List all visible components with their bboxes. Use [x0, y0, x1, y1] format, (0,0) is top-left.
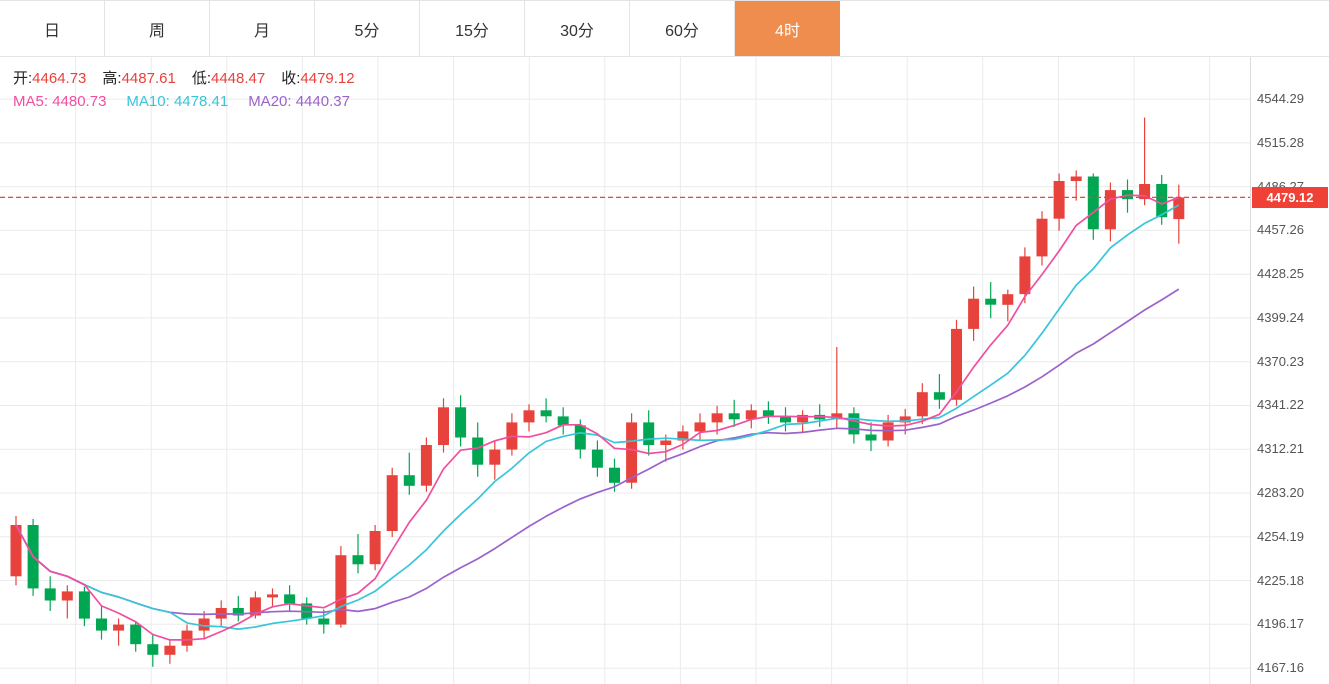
high-label: 高:	[102, 70, 122, 87]
tab-day[interactable]: 日	[0, 1, 105, 56]
high-value: 4487.61	[121, 70, 176, 87]
y-axis-label: 4428.25	[1257, 266, 1304, 282]
y-axis-label: 4515.28	[1257, 134, 1304, 150]
y-axis: 4479.12 4544.294515.284486.274457.264428…	[1250, 57, 1328, 684]
y-axis-label: 4457.26	[1257, 222, 1304, 238]
y-axis-label: 4370.23	[1257, 353, 1304, 369]
y-axis-label: 4341.22	[1257, 397, 1304, 413]
close-value: 4479.12	[300, 70, 355, 87]
open-value: 4464.73	[32, 70, 87, 87]
y-axis-label: 4312.21	[1257, 441, 1304, 457]
ma20-legend: MA20: 4440.37	[248, 93, 350, 110]
tab-30min[interactable]: 30分	[525, 1, 630, 56]
tab-60min[interactable]: 60分	[630, 1, 735, 56]
y-axis-label: 4196.17	[1257, 616, 1304, 632]
y-axis-label: 4225.18	[1257, 572, 1304, 588]
tab-5min[interactable]: 5分	[315, 1, 420, 56]
current-price-tag: 4479.12	[1252, 186, 1328, 208]
chart-area[interactable]: 开:4464.73 高:4487.61 低:4448.47 收:4479.12 MA5…	[0, 57, 1329, 684]
open-label: 开:	[13, 70, 33, 87]
ma-info: MA5: 4480.73 MA10: 4478.41 MA20: 4440.37	[13, 93, 350, 110]
ohlc-info: 开:4464.73 高:4487.61 低:4448.47 收:4479.12	[13, 67, 371, 88]
y-axis-label: 4283.20	[1257, 485, 1304, 500]
y-axis-label: 4254.19	[1257, 528, 1304, 544]
tab-month[interactable]: 月	[210, 1, 315, 56]
y-axis-label: 4399.24	[1257, 309, 1304, 325]
tab-4hour[interactable]: 4时	[735, 1, 840, 56]
tab-15min[interactable]: 15分	[420, 1, 525, 56]
y-axis-label: 4167.16	[1257, 660, 1304, 676]
timeframe-tabs: 日 周 月 5分 15分 30分 60分 4时	[0, 0, 1329, 57]
chart-svg	[0, 57, 1250, 684]
ma5-legend: MA5: 4480.73	[13, 93, 107, 110]
y-axis-label: 4544.29	[1257, 91, 1304, 107]
tab-week[interactable]: 周	[105, 1, 210, 56]
close-label: 收:	[281, 70, 301, 87]
low-label: 低:	[191, 70, 211, 87]
low-value: 4448.47	[210, 70, 266, 87]
ma10-legend: MA10: 4478.41	[126, 93, 229, 110]
